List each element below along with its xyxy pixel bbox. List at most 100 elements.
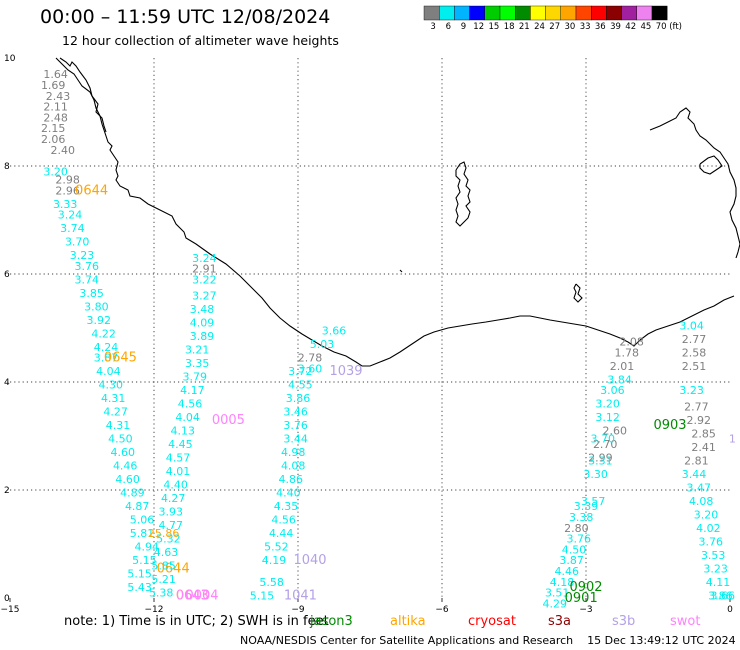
wave-height-label: 2.08 bbox=[619, 336, 644, 349]
color-scale-label: 15 bbox=[489, 22, 500, 32]
wave-height-label: 3.72 bbox=[288, 365, 313, 378]
wave-height-label: 4.08 bbox=[689, 495, 714, 508]
wave-height-label: 2.01 bbox=[610, 360, 635, 373]
color-swatch bbox=[560, 5, 577, 21]
wave-height-label: 3.24 bbox=[58, 209, 83, 222]
wave-height-label: 5.15 bbox=[132, 554, 157, 567]
x-tick-label: −12 bbox=[145, 605, 164, 615]
wave-height-label: 3.87 bbox=[559, 554, 584, 567]
wave-height-label: 4.30 bbox=[99, 379, 124, 392]
wave-height-label: 5.15 bbox=[250, 589, 275, 602]
pass-time-label: 0644 bbox=[75, 183, 108, 198]
wave-height-label: 4.44 bbox=[269, 527, 294, 540]
satellite-name-altika: altika bbox=[390, 614, 426, 629]
x-tick-label: −9 bbox=[291, 605, 305, 615]
color-scale-label: 42 bbox=[625, 22, 636, 32]
wave-height-label: 25.86 bbox=[148, 527, 180, 540]
wave-height-label: 4.50 bbox=[562, 543, 587, 556]
color-swatch bbox=[651, 5, 668, 21]
pass-time-label: 0902 bbox=[569, 580, 602, 595]
satellite-name-s3a: s3a bbox=[548, 614, 571, 629]
wave-height-label: 4.40 bbox=[276, 487, 301, 500]
wave-height-label: 3.21 bbox=[185, 344, 210, 357]
wave-height-label: 3.23 bbox=[70, 249, 95, 262]
wave-height-label: 3.92 bbox=[87, 314, 112, 327]
x-tick-label: 0 bbox=[727, 605, 733, 615]
wave-height-label: 4.04 bbox=[175, 411, 200, 424]
y-tick-label: 0 bbox=[4, 594, 10, 604]
wave-height-label: 3.44 bbox=[283, 433, 308, 446]
wave-height-label: 2.51 bbox=[682, 360, 707, 373]
wave-height-label: 3.76 bbox=[567, 533, 592, 546]
wave-height-labels: 1.641.692.432.112.482.152.062.40 2.982.96… bbox=[41, 68, 736, 610]
color-scale-unit: (ft) bbox=[669, 22, 682, 32]
pass-time-label: 0643 bbox=[176, 588, 209, 603]
wave-height-label: 2.96 bbox=[55, 184, 80, 197]
wave-height-label: 4.94 bbox=[135, 541, 160, 554]
x-tick-label: −6 bbox=[435, 605, 449, 615]
wave-height-label: 4.60 bbox=[111, 446, 136, 459]
color-swatch bbox=[454, 5, 470, 21]
coastline bbox=[55, 57, 740, 367]
chart-axes: −15 −12 −9 −6 −3 0 0 2 4 6 8 10 bbox=[1, 54, 734, 615]
wave-height-label: 4.22 bbox=[91, 327, 116, 340]
wave-height-label: 4.31 bbox=[106, 419, 131, 432]
wave-height-label: 4.27 bbox=[161, 492, 186, 505]
wave-height-label: 3.20 bbox=[694, 508, 719, 521]
wave-height-label: 2.77 bbox=[682, 333, 707, 346]
wave-height-label: 3.76 bbox=[699, 535, 724, 548]
wave-height-label: 3.76 bbox=[75, 260, 100, 273]
wave-height-label: 4.56 bbox=[271, 514, 296, 527]
wave-height-label: 3.66 bbox=[711, 589, 736, 602]
chart-subtitle: 12 hour collection of altimeter wave hei… bbox=[62, 33, 339, 48]
wave-height-label: 3.04 bbox=[679, 319, 704, 332]
satellite-note: note: 1) Time is in UTC; 2) SWH is in fe… bbox=[64, 614, 700, 629]
satellite-name-swot: swot bbox=[670, 614, 700, 629]
wave-height-label: 5.21 bbox=[151, 573, 176, 586]
wave-height-label: 3.84 bbox=[607, 373, 632, 386]
wave-height-label: 4.57 bbox=[166, 452, 191, 465]
wave-height-label: 3.23 bbox=[679, 384, 704, 397]
pass-time-label: 0903 bbox=[653, 418, 686, 433]
wave-height-label: 5.58 bbox=[259, 576, 284, 589]
wave-height-label: 3.39 bbox=[574, 500, 599, 513]
color-scale-label: 12 bbox=[473, 22, 484, 32]
color-scale-label: 36 bbox=[595, 22, 606, 32]
wave-height-label: 4.11 bbox=[706, 576, 731, 589]
wave-height-label: 5.06 bbox=[130, 514, 155, 527]
wave-height-label: 3.66 bbox=[322, 325, 347, 338]
satellite-name-s3b: s3b bbox=[612, 614, 635, 629]
wave-height-label: 2.77 bbox=[684, 400, 709, 413]
wave-height-label: 2.92 bbox=[687, 414, 712, 427]
pass-time-label: 0643 bbox=[176, 588, 209, 603]
wave-height-label: 1.78 bbox=[615, 346, 640, 359]
wave-height-label: 4.09 bbox=[190, 317, 215, 330]
wave-height-label: 4.17 bbox=[180, 384, 205, 397]
wave-height-label: 3.57 bbox=[581, 495, 606, 508]
color-swatch bbox=[591, 5, 607, 21]
wave-height-label: 2.06 bbox=[41, 133, 66, 146]
wave-height-label: 3.47 bbox=[687, 481, 712, 494]
color-scale-legend: 3 6 9 12 15 18 21 24 27 30 33 36 39 42 45 70 (ft) bbox=[423, 5, 682, 32]
color-swatch bbox=[469, 5, 486, 21]
pass-time-label: 0005 bbox=[212, 413, 245, 428]
pass-time-label: 1040 bbox=[293, 553, 326, 568]
wave-height-label: 3.79 bbox=[183, 371, 208, 384]
wave-height-label: 2.81 bbox=[684, 454, 709, 467]
wave-height-label: 4.63 bbox=[154, 546, 179, 559]
wave-height-label: 4.35 bbox=[274, 500, 299, 513]
pass-time-label: 1039 bbox=[329, 364, 362, 379]
color-scale-label: 27 bbox=[549, 22, 560, 32]
wave-height-label: 4.02 bbox=[696, 522, 721, 535]
wave-height-label: 4.19 bbox=[262, 554, 287, 567]
color-scale-label: 21 bbox=[519, 22, 530, 32]
wave-height-label: 3.53 bbox=[701, 549, 726, 562]
wave-height-label: 5.81 bbox=[130, 527, 155, 540]
wave-height-label: 3.22 bbox=[192, 273, 217, 286]
wave-height-label: 2.85 bbox=[691, 427, 716, 440]
wave-height-label: 3.46 bbox=[283, 406, 308, 419]
color-scale-label: 24 bbox=[534, 22, 545, 32]
wave-height-label: 3.86 bbox=[286, 392, 311, 405]
wave-height-label: 3.23 bbox=[703, 562, 728, 575]
